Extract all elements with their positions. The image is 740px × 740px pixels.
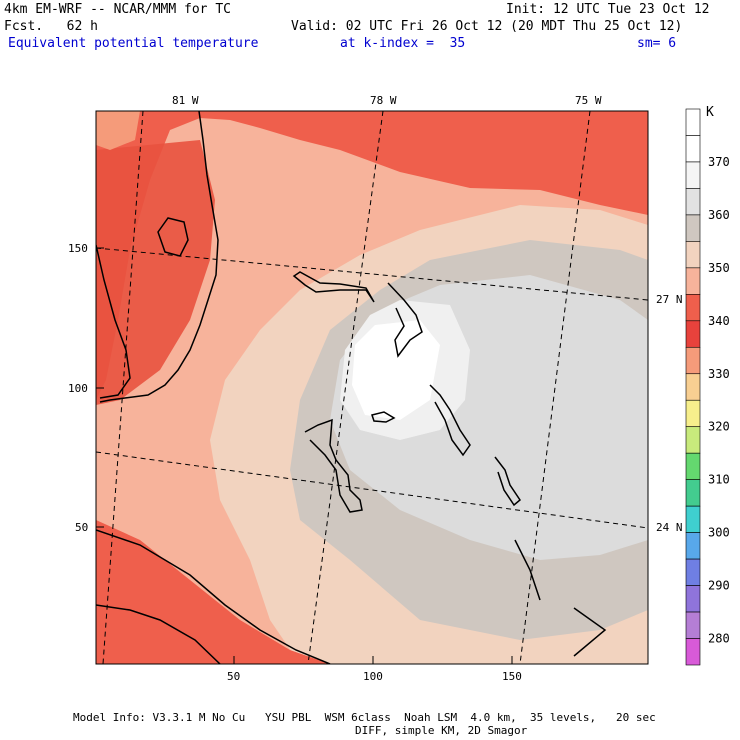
field-region-florida-warm (96, 140, 215, 405)
coastline-andros (304, 418, 363, 513)
lat-label: 27 N (656, 293, 683, 306)
colorbar-swatch (685, 320, 701, 348)
field-name: Equivalent potential temperature (8, 36, 259, 51)
colorbar-swatch (685, 611, 701, 639)
x-tick-label: 50 (227, 670, 240, 683)
colorbar-label: 350 (708, 261, 730, 275)
colorbar-label: 360 (708, 208, 730, 222)
lat-label: 24 N (656, 521, 683, 534)
colorbar-label: 300 (708, 526, 730, 540)
colorbar-swatch (685, 532, 701, 560)
coastline-florida-east (99, 111, 219, 403)
coastline-acklins (573, 607, 607, 657)
lon-label: 75 W (575, 94, 602, 107)
colorbar-swatch (685, 241, 701, 269)
coastline-eleuthera (429, 384, 471, 457)
meridian-78w (307, 111, 384, 664)
model-info-2: DIFF, simple KM, 2D Smagor (355, 724, 528, 737)
colorbar-swatch (685, 585, 701, 613)
colorbar-swatch (685, 638, 701, 666)
coastline-abaco (387, 282, 423, 358)
axis-ticks (96, 247, 513, 664)
field-region-340-north (96, 111, 648, 400)
coastline-new-providence (371, 411, 396, 423)
x-tick-label: 150 (502, 670, 522, 683)
coastline-exuma-cat (494, 456, 521, 507)
init-time: Init: 12 UTC Tue 23 Oct 12 (506, 2, 710, 17)
colorbar-label: 320 (708, 420, 730, 434)
meridian-81w (102, 111, 144, 664)
colorbar-label: 310 (708, 473, 730, 487)
colorbar-swatch (685, 558, 701, 586)
lon-label: 81 W (172, 94, 199, 107)
y-tick-label: 150 (68, 242, 88, 255)
coastlines (96, 111, 607, 664)
parallel-24n (96, 451, 648, 529)
colorbar-label: 280 (708, 632, 730, 646)
smoothing-label: sm= 6 (637, 36, 677, 51)
colorbar-swatch (685, 346, 701, 375)
model-info: Model Info: V3.3.1 M No Cu YSU PBL WSM 6… (73, 711, 656, 724)
coastline-cuba-south (96, 604, 221, 664)
coastline-cuba-north (96, 529, 331, 664)
graticule (96, 111, 648, 664)
colorbar-label: 340 (708, 314, 730, 328)
coastline-grand-bahama (292, 271, 375, 303)
colorbar-swatch (685, 294, 701, 322)
colorbar-label: 370 (708, 155, 730, 169)
y-tick-label: 50 (75, 521, 88, 534)
colorbar: K 370 360 350 340 330 320 310 300 290 280 (685, 105, 730, 666)
parallel-27n (96, 247, 648, 301)
model-title: 4km EM-WRF -- NCAR/MMM for TC (4, 2, 231, 17)
colorbar-label: 330 (708, 367, 730, 381)
colorbar-swatch (685, 267, 701, 295)
coastline-florida-west (96, 244, 131, 399)
theta-e-field (96, 111, 648, 664)
colorbar-swatch (685, 452, 701, 480)
field-region-nw-corner (96, 111, 140, 150)
colorbar-swatch (685, 214, 701, 242)
colorbar-swatch (685, 373, 701, 401)
valid-time: Valid: 02 UTC Fri 26 Oct 12 (20 MDT Thu … (291, 19, 683, 34)
colorbar-swatch (685, 135, 701, 163)
colorbar-swatch (685, 161, 701, 189)
y-tick-label: 100 (68, 382, 88, 395)
x-tick-label: 100 (363, 670, 383, 683)
colorbar-swatch (685, 479, 701, 507)
field-region-370-core (352, 320, 440, 420)
meridian-75w (519, 111, 591, 664)
forecast-hour: Fcst. 62 h (4, 19, 98, 34)
colorbar-unit: K (706, 105, 714, 120)
coastline-lake-okeechobee (157, 217, 189, 257)
colorbar-swatch (685, 188, 701, 216)
colorbar-swatch (685, 426, 701, 454)
colorbar-swatch (685, 108, 701, 136)
colorbar-label: 290 (708, 579, 730, 593)
lon-label: 78 W (370, 94, 397, 107)
coastline-long-island (514, 539, 541, 601)
colorbar-swatch (685, 505, 701, 533)
level-label: at k-index = 35 (340, 36, 466, 51)
field-region-340-south (96, 520, 330, 664)
colorbar-swatch (685, 399, 701, 428)
